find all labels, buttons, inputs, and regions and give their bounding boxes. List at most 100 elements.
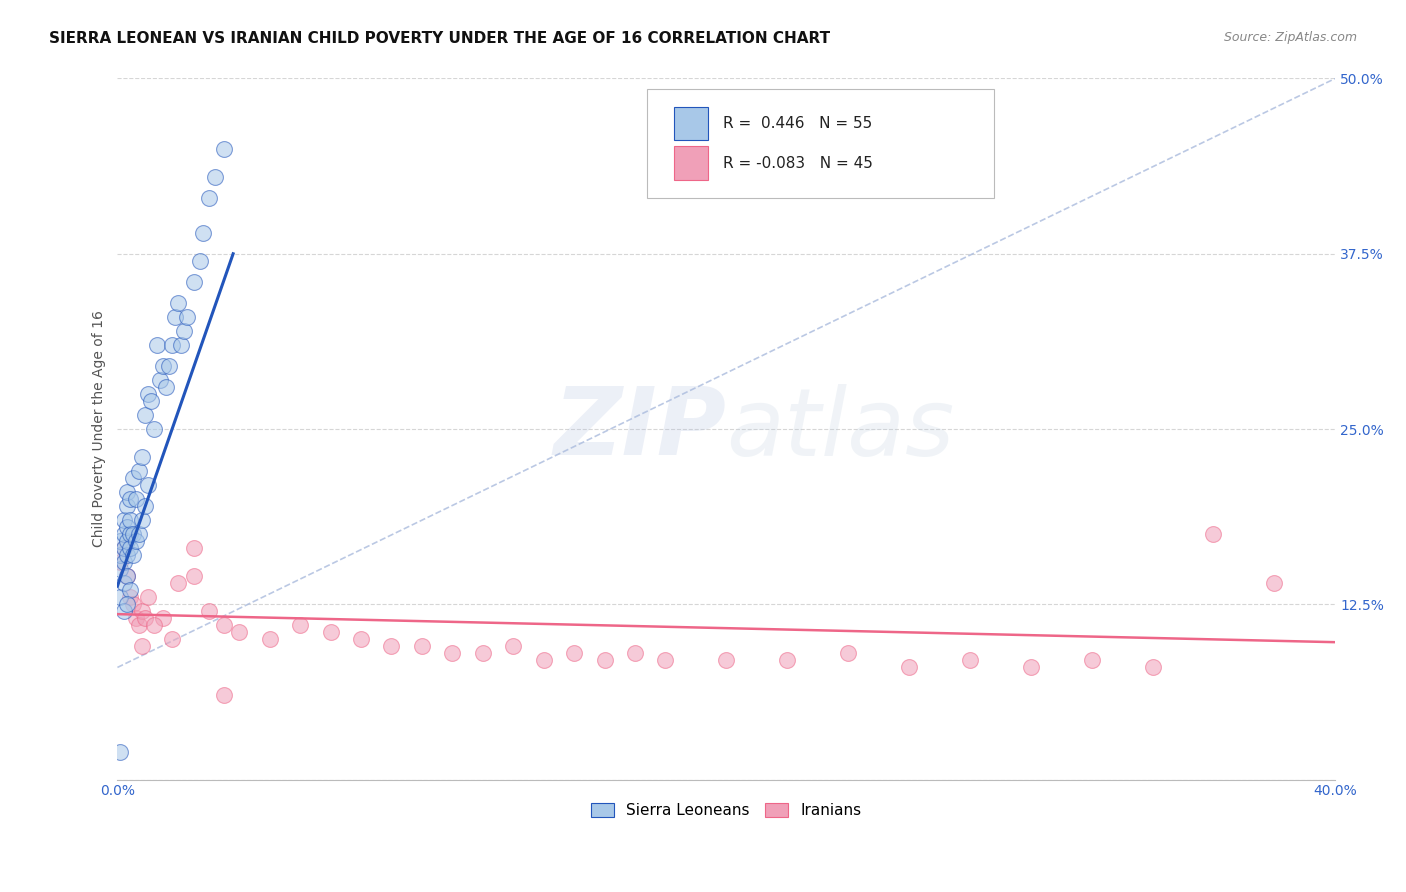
Point: [146, 338, 169, 352]
Bar: [673, 146, 709, 180]
Legend: Sierra Leoneans, Iranians: Sierra Leoneans, Iranians: [585, 797, 868, 824]
Point: [197, 191, 219, 205]
Point: [115, 534, 138, 549]
Point: [562, 647, 585, 661]
Point: [110, 591, 132, 605]
Point: [121, 597, 143, 611]
Point: [471, 647, 494, 661]
Point: [380, 640, 402, 654]
Point: [149, 373, 172, 387]
Point: [1142, 660, 1164, 674]
Point: [115, 548, 138, 562]
Point: [837, 647, 859, 661]
Point: [118, 591, 141, 605]
Point: [118, 527, 141, 541]
Point: [131, 450, 153, 464]
Point: [143, 618, 166, 632]
Point: [959, 653, 981, 667]
Point: [110, 745, 132, 759]
Point: [441, 647, 464, 661]
Point: [1202, 527, 1225, 541]
Point: [110, 534, 132, 549]
Point: [716, 653, 738, 667]
Point: [125, 492, 148, 507]
Point: [136, 591, 159, 605]
Point: [165, 310, 187, 324]
Point: [162, 338, 184, 352]
Point: [118, 492, 141, 507]
Point: [173, 324, 195, 338]
Point: [170, 338, 193, 352]
Point: [152, 611, 174, 625]
Point: [125, 534, 148, 549]
FancyBboxPatch shape: [647, 89, 994, 198]
Bar: [673, 106, 709, 140]
Point: [115, 499, 138, 513]
Point: [115, 485, 138, 500]
Point: [110, 555, 132, 569]
Point: [204, 169, 226, 184]
Point: [139, 394, 162, 409]
Text: atlas: atlas: [727, 384, 955, 475]
Point: [188, 253, 211, 268]
Point: [115, 569, 138, 583]
Point: [593, 653, 616, 667]
Point: [134, 611, 156, 625]
Text: ZIP: ZIP: [554, 383, 727, 475]
Point: [1019, 660, 1042, 674]
Point: [110, 548, 132, 562]
Point: [319, 625, 342, 640]
Point: [212, 689, 235, 703]
Point: [136, 478, 159, 492]
Point: [654, 653, 676, 667]
Point: [115, 597, 138, 611]
Text: SIERRA LEONEAN VS IRANIAN CHILD POVERTY UNDER THE AGE OF 16 CORRELATION CHART: SIERRA LEONEAN VS IRANIAN CHILD POVERTY …: [49, 31, 831, 46]
Point: [197, 604, 219, 618]
Point: [157, 359, 180, 373]
Point: [115, 520, 138, 534]
Text: R =  0.446   N = 55: R = 0.446 N = 55: [723, 116, 872, 131]
Point: [533, 653, 555, 667]
Point: [183, 541, 205, 556]
Point: [212, 618, 235, 632]
Point: [624, 647, 647, 661]
Point: [411, 640, 433, 654]
Point: [176, 310, 198, 324]
Point: [167, 296, 190, 310]
Point: [131, 604, 153, 618]
Point: [134, 408, 156, 422]
Point: [110, 562, 132, 576]
Point: [125, 611, 148, 625]
Point: [228, 625, 250, 640]
Point: [112, 513, 135, 527]
Point: [502, 640, 524, 654]
Point: [134, 499, 156, 513]
Point: [155, 380, 177, 394]
Point: [118, 513, 141, 527]
Point: [121, 471, 143, 485]
Point: [118, 583, 141, 598]
Point: [128, 618, 150, 632]
Point: [112, 527, 135, 541]
Point: [121, 548, 143, 562]
Point: [112, 541, 135, 556]
Point: [128, 527, 150, 541]
Point: [288, 618, 311, 632]
Point: [152, 359, 174, 373]
Point: [898, 660, 921, 674]
Point: [183, 569, 205, 583]
Point: [143, 422, 166, 436]
Point: [1263, 576, 1285, 591]
Y-axis label: Child Poverty Under the Age of 16: Child Poverty Under the Age of 16: [93, 310, 107, 548]
Point: [1080, 653, 1102, 667]
Point: [112, 555, 135, 569]
Text: R = -0.083   N = 45: R = -0.083 N = 45: [723, 156, 873, 170]
Point: [112, 604, 135, 618]
Point: [167, 576, 190, 591]
Point: [183, 275, 205, 289]
Point: [118, 541, 141, 556]
Point: [128, 464, 150, 478]
Point: [162, 632, 184, 647]
Point: [350, 632, 373, 647]
Point: [112, 541, 135, 556]
